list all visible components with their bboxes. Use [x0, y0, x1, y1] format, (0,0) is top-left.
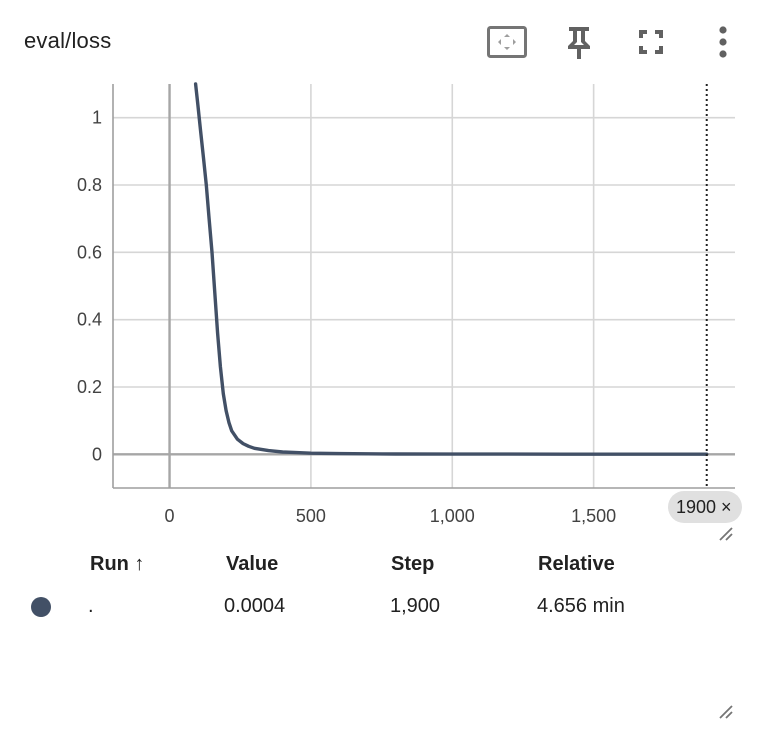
series-line — [193, 82, 709, 456]
column-header-relative[interactable]: Relative — [538, 553, 615, 575]
y-tick-label: 0.8 — [77, 175, 102, 195]
run-value: 0.0004 — [224, 595, 286, 617]
line-chart[interactable]: 0 0.2 0.4 0.6 0.8 1 0 500 1,000 1,500 — [0, 78, 759, 548]
y-tick-label: 1 — [92, 108, 102, 128]
pin-button[interactable] — [557, 20, 601, 64]
card-toolbar — [457, 20, 745, 64]
column-header-step[interactable]: Step — [391, 553, 435, 575]
run-step: 1,900 — [390, 595, 441, 617]
chart-resize-handle[interactable] — [716, 524, 734, 542]
table-resize-handle[interactable] — [716, 702, 734, 720]
pin-icon — [568, 27, 590, 59]
x-tick-label: 500 — [296, 506, 326, 526]
fit-domain-icon — [487, 26, 527, 58]
chart-area[interactable]: 0 0.2 0.4 0.6 0.8 1 0 500 1,000 1,500 — [0, 78, 759, 548]
y-tick-label: 0.4 — [77, 310, 102, 330]
x-tick-label: 1,500 — [571, 506, 616, 526]
column-header-run[interactable]: Run ↑ — [90, 553, 145, 575]
more-vert-icon — [719, 26, 727, 58]
y-tick-label: 0.2 — [77, 377, 102, 397]
card-title: eval/loss — [24, 28, 112, 53]
run-relative: 4.656 min — [537, 595, 625, 617]
fullscreen-button[interactable] — [629, 20, 673, 64]
x-tick-label: 1,000 — [430, 506, 475, 526]
more-options-button[interactable] — [701, 20, 745, 64]
column-header-value[interactable]: Value — [226, 553, 279, 575]
fullscreen-icon — [639, 30, 663, 54]
run-name: . — [88, 595, 94, 617]
y-tick-label: 0.6 — [77, 242, 102, 262]
run-color-dot — [31, 597, 51, 617]
x-tick-label: 0 — [165, 506, 175, 526]
fit-domain-button[interactable] — [485, 20, 529, 64]
y-tick-label: 0 — [92, 444, 102, 464]
step-badge[interactable]: 1900 × — [668, 491, 742, 523]
